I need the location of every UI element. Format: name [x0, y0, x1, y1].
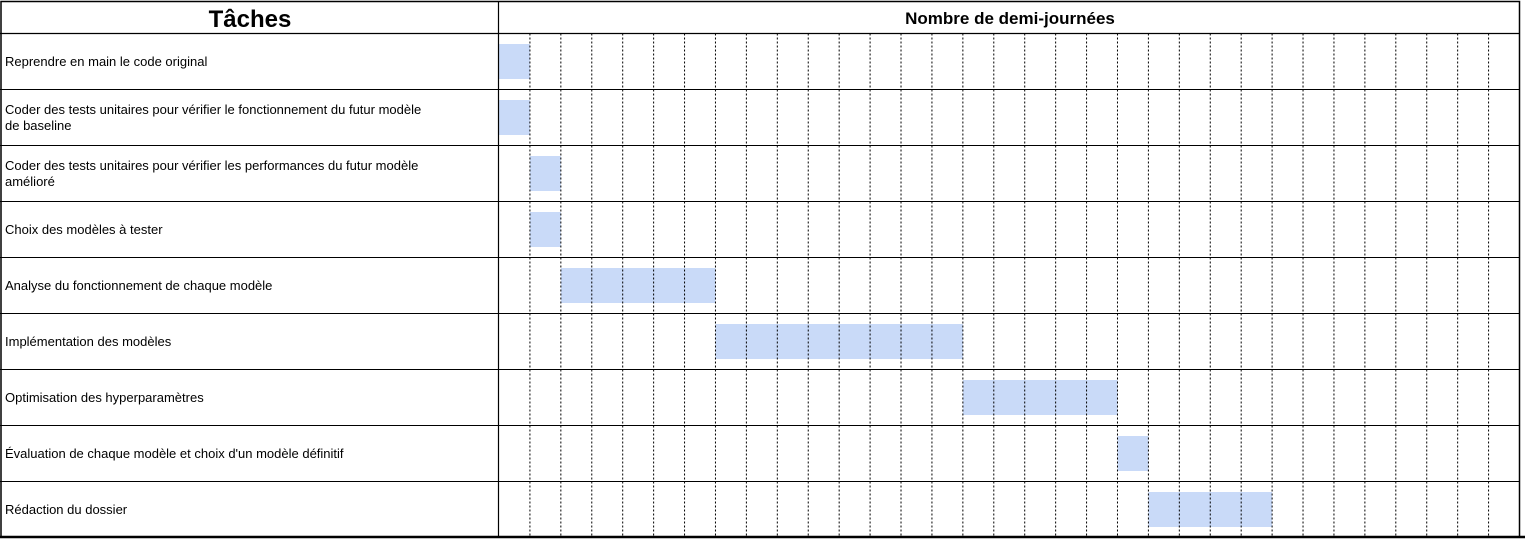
task-label: Analyse du fonctionnement de chaque modè…: [5, 278, 272, 293]
task-labels: Reprendre en main le code original Coder …: [5, 54, 421, 517]
task-bar: [962, 380, 1118, 415]
task-label-line: amélioré: [5, 174, 55, 189]
task-label: Reprendre en main le code original: [5, 54, 207, 69]
task-label-line: Coder des tests unitaires pour vérifier …: [5, 102, 421, 117]
task-label-line: Implémentation des modèles: [5, 334, 172, 349]
task-label: Coder des tests unitaires pour vérifier …: [5, 158, 418, 189]
task-label-line: de baseline: [5, 118, 72, 133]
task-label-line: Optimisation des hyperparamètres: [5, 390, 204, 405]
task-bar: [499, 100, 530, 135]
task-bars: [499, 44, 1273, 527]
task-bar: [560, 268, 716, 303]
task-label: Optimisation des hyperparamètres: [5, 390, 204, 405]
task-label-line: Coder des tests unitaires pour vérifier …: [5, 158, 418, 173]
task-label-line: Reprendre en main le code original: [5, 54, 207, 69]
task-label: Évaluation de chaque modèle et choix d'u…: [5, 446, 344, 461]
task-label: Choix des modèles à tester: [5, 222, 163, 237]
tasks-column-header: Tâches: [209, 6, 292, 33]
task-label: Rédaction du dossier: [5, 502, 128, 517]
time-column-header: Nombre de demi-journées: [905, 9, 1115, 28]
task-bar: [499, 44, 530, 79]
task-bar: [529, 156, 561, 191]
task-label-line: Évaluation de chaque modèle et choix d'u…: [5, 446, 344, 461]
task-label: Implémentation des modèles: [5, 334, 172, 349]
task-label-line: Analyse du fonctionnement de chaque modè…: [5, 278, 272, 293]
task-label-line: Rédaction du dossier: [5, 502, 128, 517]
task-bar: [529, 212, 561, 247]
task-bar: [1117, 436, 1149, 471]
task-label-line: Choix des modèles à tester: [5, 222, 163, 237]
half-day-grid: [529, 33, 1490, 538]
task-label: Coder des tests unitaires pour vérifier …: [5, 102, 421, 133]
